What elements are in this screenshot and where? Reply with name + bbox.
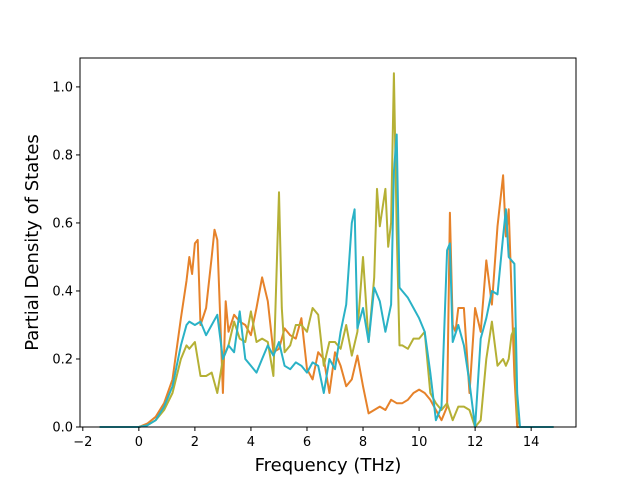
- x-tick-label: 4: [247, 435, 255, 450]
- series-line-3: [99, 133, 554, 428]
- y-tick-label: 0.2: [52, 352, 73, 367]
- series-line-1: [99, 174, 554, 428]
- series-line-2: [99, 72, 554, 428]
- series-layer: [99, 72, 554, 428]
- y-axis-label: Partial Density of States: [22, 134, 43, 351]
- x-tick-label: 0: [135, 435, 143, 450]
- y-axis-ticks: 0.0 0.2 0.4 0.6 0.8 1.0: [52, 80, 80, 436]
- y-tick-label: 0.4: [52, 284, 73, 299]
- y-tick-label: 0.8: [52, 148, 73, 163]
- plot-area: [79, 57, 577, 428]
- x-axis-label: Frequency (THz): [255, 455, 402, 476]
- x-tick-label: 10: [411, 435, 428, 450]
- y-tick-label: 1.0: [52, 80, 73, 95]
- y-tick-label: 0.6: [52, 216, 73, 231]
- x-tick-label: 2: [191, 435, 199, 450]
- x-tick-label: 12: [467, 435, 484, 450]
- x-tick-label: 8: [359, 435, 367, 450]
- x-tick-label: −2: [73, 435, 92, 450]
- x-tick-label: 6: [303, 435, 311, 450]
- x-tick-label: 14: [523, 435, 540, 450]
- x-axis-ticks: −2 0 2 4 6 8 10 12 14: [73, 427, 539, 450]
- y-tick-label: 0.0: [52, 421, 73, 436]
- axes-frame: [79, 57, 577, 428]
